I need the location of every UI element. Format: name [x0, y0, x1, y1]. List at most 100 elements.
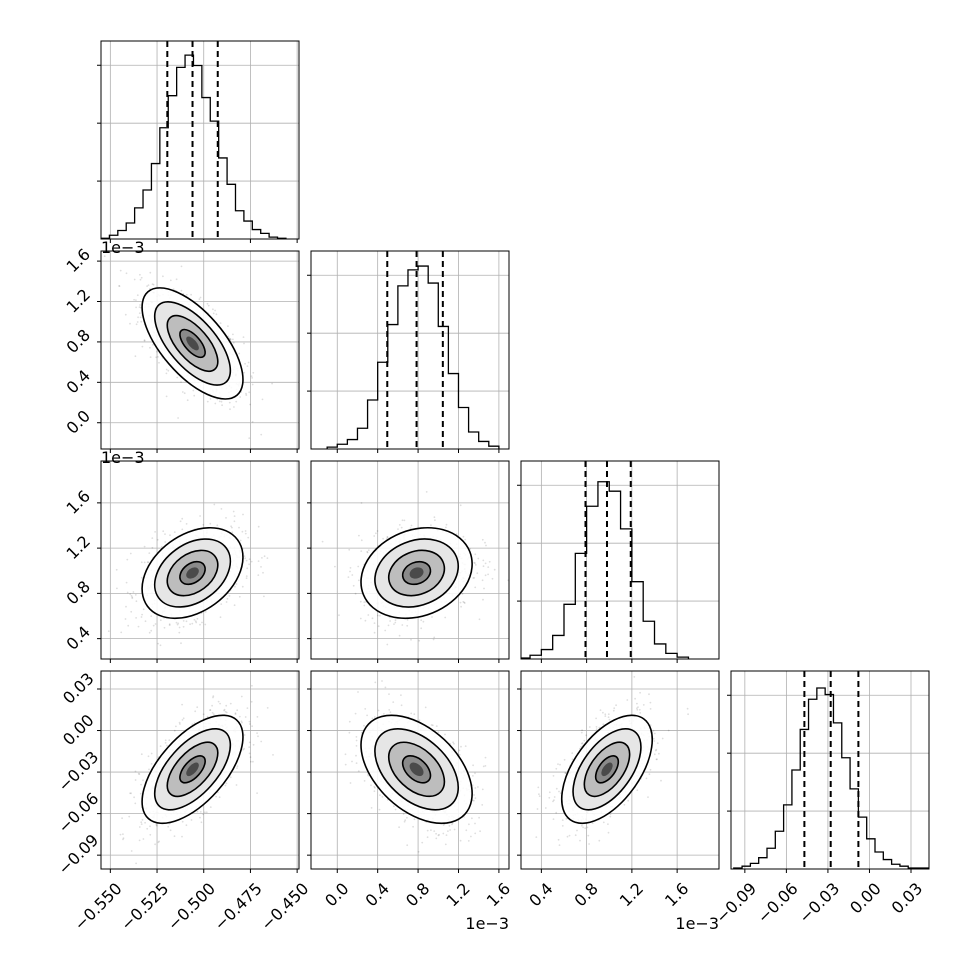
sample-point [453, 742, 455, 745]
sample-point [252, 760, 254, 763]
contour-0 [179, 328, 206, 359]
y-offset-text: 1e−3 [101, 448, 145, 467]
sample-point [555, 787, 558, 790]
sample-point [201, 621, 203, 624]
sample-point [119, 833, 122, 836]
sample-point [137, 625, 140, 628]
sample-point [138, 773, 141, 776]
sample-point [176, 376, 179, 379]
sample-point [374, 681, 377, 684]
sample-point [239, 539, 242, 542]
sample-point [433, 636, 436, 639]
sample-point [413, 818, 416, 821]
density-level-4 [409, 762, 424, 777]
sample-point [228, 401, 231, 404]
histogram-0 [101, 54, 287, 239]
sample-point [344, 753, 347, 756]
sample-point [242, 513, 244, 516]
sample-point [384, 629, 387, 632]
sample-point [190, 819, 193, 821]
sample-point [157, 841, 160, 844]
sample-point [200, 821, 203, 824]
sample-point [474, 772, 476, 775]
sample-point [442, 824, 445, 826]
sample-point [481, 538, 484, 541]
contour-1 [387, 741, 446, 798]
sample-point [236, 709, 239, 712]
sample-point [163, 626, 166, 629]
sample-point [244, 557, 247, 560]
sample-point [479, 830, 481, 833]
sample-point [169, 279, 172, 282]
sample-point [135, 306, 138, 309]
sample-point [349, 570, 351, 573]
sample-point [246, 567, 249, 570]
sample-point [218, 400, 221, 403]
sample-point [212, 696, 214, 699]
sample-point [251, 725, 254, 728]
sample-point [417, 850, 420, 853]
sample-point [137, 316, 140, 319]
sample-point [491, 577, 494, 580]
plot-area [321, 491, 509, 646]
sample-point [134, 594, 137, 596]
sample-point [477, 786, 479, 788]
sample-point [202, 523, 205, 526]
sample-point [370, 807, 373, 809]
sample-point [199, 816, 201, 819]
sample-point [204, 811, 206, 814]
sample-point [149, 346, 151, 349]
sample-point [228, 595, 231, 597]
panel-frame [100, 670, 300, 870]
sample-point [196, 706, 199, 709]
sample-point [393, 805, 395, 808]
sample-point [481, 788, 484, 791]
sample-point [125, 272, 128, 275]
sample-point [227, 325, 229, 327]
density-level-4 [409, 567, 424, 579]
sample-point [181, 517, 184, 520]
sample-point [474, 553, 477, 556]
sample-point [410, 712, 413, 715]
sample-point [122, 837, 125, 840]
sample-point [118, 285, 120, 287]
sample-point [465, 829, 468, 832]
sample-point [129, 792, 132, 795]
sample-point [413, 713, 416, 716]
sample-point [559, 763, 561, 766]
sample-point [136, 321, 139, 323]
sample-point [231, 531, 234, 534]
y-tick-label: 0.8 [63, 577, 94, 608]
sample-point [212, 695, 215, 697]
sample-point [141, 345, 144, 348]
sample-point [147, 284, 150, 286]
sample-point [150, 752, 153, 755]
plot-area [326, 251, 500, 449]
sample-point [383, 713, 385, 715]
y-tick-label: −0.03 [54, 747, 102, 795]
panel-frame [520, 460, 720, 660]
sample-point [262, 571, 264, 574]
sample-point [224, 710, 227, 713]
sample-point [488, 560, 491, 563]
sample-point [484, 574, 487, 577]
sample-point [473, 561, 476, 564]
sample-point [180, 265, 183, 268]
sample-point [103, 255, 106, 258]
sample-point [481, 804, 484, 806]
sample-point [140, 561, 143, 564]
sample-point [252, 371, 255, 374]
sample-point [474, 586, 477, 589]
contour-3 [360, 714, 473, 825]
sample-point [131, 596, 134, 598]
sample-point [477, 557, 480, 560]
sample-point [260, 740, 263, 743]
sample-point [482, 559, 485, 562]
sample-point [181, 719, 184, 721]
sample-point [154, 623, 157, 625]
sample-point [248, 563, 251, 566]
sample-point [156, 824, 158, 827]
sample-point [225, 601, 228, 603]
sample-point [166, 744, 168, 747]
sample-point [151, 283, 154, 285]
